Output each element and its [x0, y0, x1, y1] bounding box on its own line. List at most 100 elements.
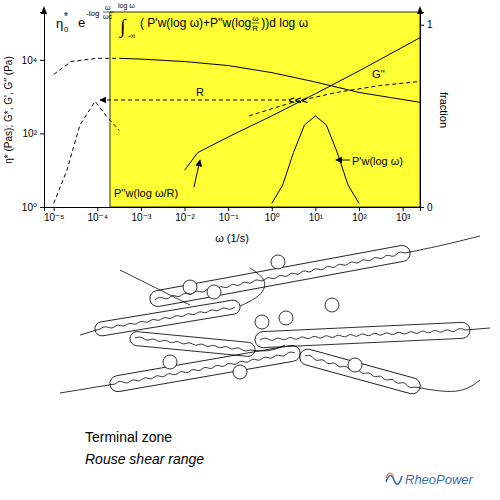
axis-arrow: [41, 6, 47, 14]
series-line: [54, 101, 120, 203]
formula-part: ( P'w(log ω)+P''w(log: [140, 16, 251, 30]
tube: [149, 244, 412, 308]
chain: [80, 329, 100, 335]
formula-part: ∫: [118, 15, 127, 39]
series-line: [54, 58, 120, 74]
bead: [233, 365, 247, 379]
bead: [207, 285, 221, 299]
annotation: G'': [372, 68, 385, 80]
bead: [325, 298, 339, 312]
formula-part: ))d log ω: [261, 16, 308, 30]
formula-part: -∞: [128, 32, 135, 39]
tick-label: 1: [427, 19, 433, 30]
tube: [129, 331, 255, 357]
tick-label: 10²: [352, 212, 367, 223]
series-line: [119, 58, 420, 102]
tick-mark: [403, 207, 404, 211]
tick: 10⁰: [22, 202, 44, 213]
tick: 10⁻⁵: [44, 207, 65, 223]
tick-mark: [40, 207, 44, 208]
chain: [120, 270, 190, 305]
formula-part: 0: [64, 25, 69, 34]
pointer-arrow: [194, 160, 200, 187]
tick: 10⁻¹: [219, 207, 239, 223]
formula-part: η: [56, 16, 63, 31]
axis: 10⁻⁵ 10⁻⁴ 10⁻³ 10⁻² 10⁻¹ 10⁰ 10¹ 10² 10³: [44, 207, 421, 223]
formula-part: e: [78, 15, 85, 30]
annotation: <<<: [288, 94, 307, 106]
tick-mark: [420, 25, 424, 26]
tick-mark: [97, 207, 98, 211]
formula-part: *: [64, 11, 68, 22]
bead: [279, 311, 293, 325]
caption-title: Terminal zone: [85, 429, 172, 445]
tick-label: 10⁻⁵: [44, 212, 65, 223]
tick: 10⁻⁴: [87, 207, 108, 223]
tick-mark: [228, 207, 229, 211]
logo-icon: [386, 473, 394, 478]
tube: [109, 344, 302, 393]
formula-part: log ω: [118, 2, 135, 10]
shift-arrow: [100, 100, 286, 101]
formula-part: ωc: [103, 13, 112, 20]
tick: 10⁰: [265, 207, 280, 223]
tick-mark: [54, 207, 55, 211]
tick-mark: [272, 207, 273, 211]
figure: 10⁻⁵10⁻⁴10⁻³10⁻²10⁻¹10⁰10¹10²10³10⁰10²10…: [0, 0, 500, 500]
axis-line: [421, 13, 425, 208]
axis: 01: [420, 13, 433, 213]
annotation: P''w(log ω/R): [114, 187, 178, 199]
tick-label: 0: [427, 202, 433, 213]
tick: 10¹: [309, 207, 324, 223]
chain: [250, 345, 285, 351]
tick-label: 10⁰: [265, 212, 280, 223]
tick: 10²: [23, 128, 44, 139]
tick: 1: [420, 19, 433, 30]
tick-label: 10⁻³: [132, 212, 152, 223]
axis-arrow: [417, 6, 423, 14]
series-line: [185, 38, 420, 171]
caption-subtitle: Rouse shear range: [85, 451, 204, 467]
annotation: P'w(log ω): [352, 155, 403, 167]
series-line: [272, 116, 359, 203]
tick-mark: [420, 207, 424, 208]
tick-label: 10¹: [309, 212, 324, 223]
bead: [255, 315, 269, 329]
chain: [465, 328, 490, 330]
series-group: [54, 38, 420, 204]
tube: [255, 322, 471, 348]
logo-text: RheoPower: [405, 472, 474, 487]
y-axis-title: η* (Pas); G*, G', G'' (Pa): [3, 56, 14, 163]
chain: [405, 236, 480, 253]
tick: 10⁴: [22, 55, 44, 66]
x-axis-title: ω (1/s): [215, 232, 249, 244]
axis-line: [45, 208, 421, 212]
chain: [115, 352, 295, 384]
axis-line: [40, 13, 45, 208]
tick-label: 10⁻¹: [219, 212, 239, 223]
tick-label: 10³: [396, 212, 411, 223]
logo: RheoPower: [386, 472, 474, 487]
chain: [305, 356, 415, 388]
tick-label: 10⁻⁴: [87, 212, 108, 223]
formula-part: -log: [86, 9, 99, 18]
tube: [94, 299, 241, 337]
chain: [415, 380, 480, 391]
tick-mark: [141, 207, 142, 211]
bead: [163, 355, 177, 369]
tube: [298, 347, 422, 395]
tick-label: 10⁴: [22, 55, 37, 66]
tick: 0: [420, 202, 433, 213]
chain: [155, 252, 405, 300]
bead: [183, 280, 197, 294]
tick-label: 10²: [23, 128, 38, 139]
highlight-box: [110, 12, 420, 207]
tick-mark: [40, 133, 44, 134]
chain: [100, 307, 235, 329]
tick-mark: [40, 60, 44, 61]
bead: [348, 358, 362, 372]
axis: 10⁰ 10² 10⁴: [22, 13, 45, 213]
tick-mark: [185, 207, 186, 211]
formula-part: ω: [252, 14, 258, 23]
tick-label: 10⁻²: [175, 212, 195, 223]
